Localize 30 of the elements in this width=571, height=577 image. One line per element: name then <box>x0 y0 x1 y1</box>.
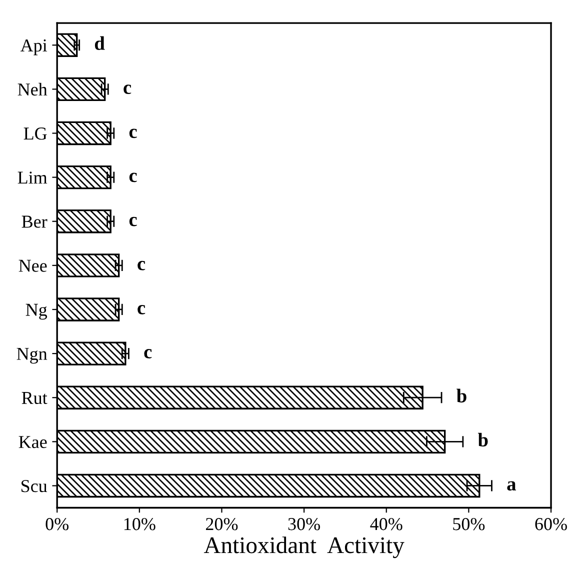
data-label: d <box>94 36 105 50</box>
y-tick-label: Nee <box>18 260 47 272</box>
data-label: b <box>456 388 466 402</box>
x-tick-label: 20% <box>206 518 238 530</box>
x-tick-label: 40% <box>370 518 402 530</box>
data-label: b <box>478 432 488 447</box>
data-label: c <box>144 349 152 358</box>
y-tick-label: Ngn <box>16 348 48 364</box>
x-axis-title: Antioxidant Activity <box>204 536 404 558</box>
data-label: c <box>129 172 137 182</box>
x-tick-label: 60% <box>535 518 567 530</box>
y-tick-label: LG <box>24 128 47 140</box>
y-tick-label: Rut <box>22 392 48 404</box>
y-tick-label: Neh <box>18 82 48 96</box>
data-label: c <box>138 304 146 314</box>
x-tick-label: 0% <box>46 518 69 530</box>
y-tick-label: Lim <box>18 172 48 184</box>
data-label: c <box>129 216 137 226</box>
y-tick-label: Ber <box>22 216 48 228</box>
x-tick-label: 50% <box>453 518 485 530</box>
x-tick-label: 30% <box>288 518 320 530</box>
y-tick-label: Kae <box>18 436 47 448</box>
data-label: c <box>138 260 146 270</box>
y-tick-label: Ng <box>26 304 48 320</box>
data-label: c <box>129 128 137 138</box>
y-tick-label: Api <box>20 39 48 56</box>
data-label: c <box>124 84 132 94</box>
y-tick-label: Scu <box>22 480 48 492</box>
data-label: a <box>507 481 516 491</box>
x-tick-label: 10% <box>124 518 156 530</box>
